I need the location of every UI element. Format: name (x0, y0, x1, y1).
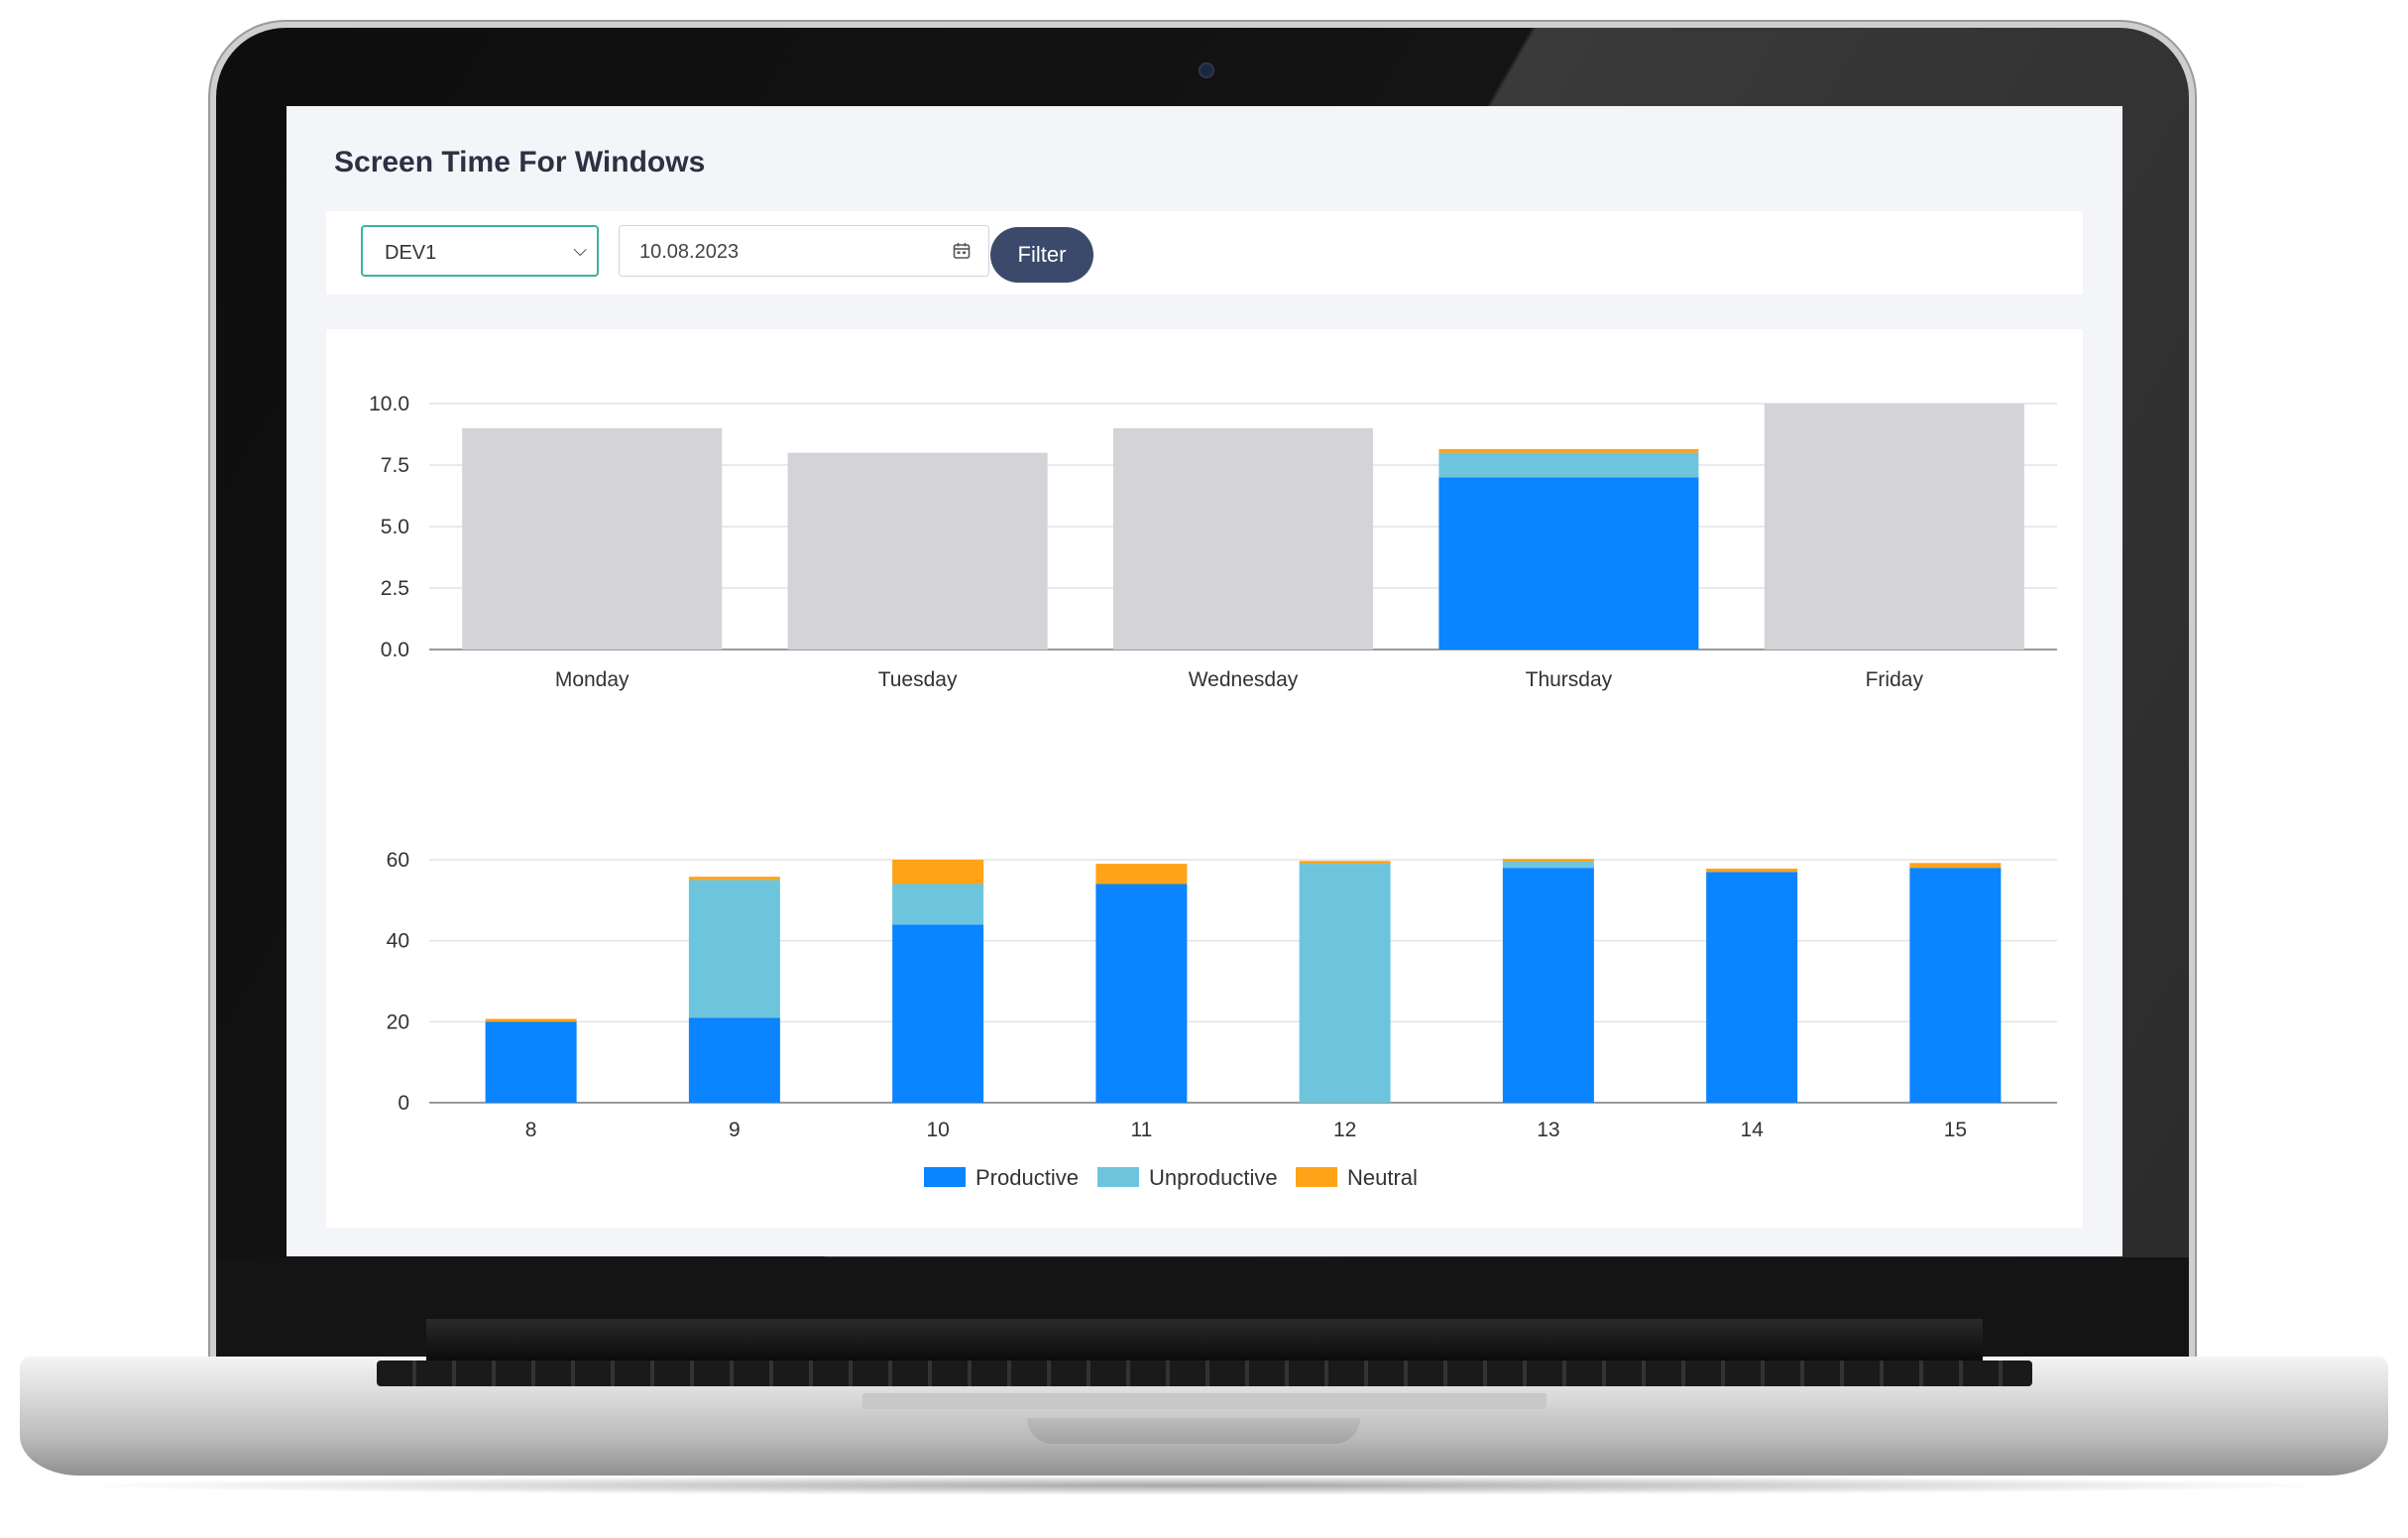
hourly-bar-unproductive (1299, 864, 1391, 1103)
hourly-bar-neutral (688, 877, 780, 881)
weekly-ytick-label: 0.0 (381, 639, 409, 661)
chart-card: 0.0 2.5 5.0 7.5 10.0 Monday Tuesday Wednesday Th… (326, 329, 2083, 1228)
weekly-xtick-label: Tuesday (878, 668, 958, 691)
hourly-bar-neutral (1706, 868, 1798, 873)
hourly-bar-neutral (1095, 864, 1188, 885)
hourly-ytick-label: 20 (387, 1010, 409, 1033)
hourly-xtick-label: 10 (926, 1119, 949, 1141)
hourly-xtick-label: 8 (525, 1119, 537, 1141)
charts-canvas: 0.0 2.5 5.0 7.5 10.0 Monday Tuesday Wednesday Th… (369, 393, 2057, 1190)
hourly-bar-unproductive (1502, 862, 1594, 869)
page-title: Screen Time For Windows (334, 146, 706, 178)
trackpad (862, 1393, 1547, 1409)
laptop-hinge (426, 1319, 1983, 1361)
hourly-bar-neutral (892, 860, 984, 885)
weekly-xtick-label: Wednesday (1189, 668, 1299, 691)
hourly-xtick-label: 14 (1740, 1119, 1764, 1141)
hourly-bar-unproductive (892, 884, 984, 925)
hourly-bar-neutral (1299, 861, 1391, 865)
weekly-xtick-label: Monday (555, 668, 630, 691)
weekly-bar-unproductive (1438, 452, 1699, 478)
hourly-xtick-label: 13 (1537, 1119, 1559, 1141)
calendar-icon[interactable] (953, 242, 971, 260)
weekly-ytick-label: 10.0 (369, 393, 409, 415)
hourly-bar-productive (892, 924, 984, 1103)
hourly-bar-neutral (1909, 863, 2002, 869)
hourly-bar-productive (1095, 884, 1188, 1103)
hourly-bar-productive (485, 1021, 577, 1103)
device-select-value: DEV1 (385, 242, 437, 264)
filter-button[interactable]: Filter (990, 227, 1093, 283)
legend-swatch-unproductive (1097, 1167, 1139, 1187)
legend-label-neutral: Neutral (1347, 1165, 1418, 1190)
hourly-xtick-label: 11 (1130, 1119, 1152, 1141)
weekly-ytick-label: 5.0 (381, 516, 409, 538)
hourly-bar-unproductive (688, 880, 780, 1018)
hourly-bar-productive (1502, 868, 1594, 1103)
hourly-bar-productive (1706, 872, 1798, 1103)
weekly-ytick-label: 2.5 (381, 577, 409, 600)
weekly-bar-total (462, 427, 723, 650)
chevron-down-icon: ⌵ (573, 240, 587, 260)
weekly-xtick-label: Friday (1866, 668, 1924, 691)
weekly-bar-total (1113, 427, 1373, 650)
device-select[interactable]: DEV1 ⌵ (361, 225, 599, 277)
hourly-ytick-label: 0 (398, 1092, 409, 1115)
weekly-ytick-label: 7.5 (381, 454, 409, 477)
hourly-bar-neutral (485, 1018, 577, 1022)
hourly-ytick-label: 40 (387, 930, 409, 953)
hourly-xtick-label: 9 (729, 1119, 741, 1141)
keyboard (377, 1361, 2032, 1386)
legend-label-productive: Productive (975, 1165, 1079, 1190)
date-input-value: 10.08.2023 (639, 241, 740, 263)
weekly-bar-productive (1438, 477, 1699, 650)
hourly-bar-neutral (1502, 859, 1594, 863)
hourly-bar-productive (688, 1017, 780, 1103)
hourly-ytick-label: 60 (387, 849, 409, 872)
weekly-xtick-label: Thursday (1526, 668, 1613, 691)
laptop-notch (1027, 1418, 1360, 1444)
date-input[interactable]: 10.08.2023 (619, 225, 989, 277)
hourly-xtick-label: 12 (1333, 1119, 1356, 1141)
hourly-bar-productive (1909, 868, 2002, 1103)
laptop-shadow (59, 1476, 2349, 1495)
webcam-icon (1199, 62, 1214, 78)
legend-swatch-productive (924, 1167, 966, 1187)
legend-swatch-neutral (1296, 1167, 1337, 1187)
weekly-chart: 0.0 2.5 5.0 7.5 10.0 Monday Tuesday Wednesday Th… (369, 393, 2057, 691)
screen: Screen Time For Windows DEV1 ⌵ 10.08.202… (287, 106, 2122, 1256)
hourly-chart: 0 20 40 60 8 9 10 11 12 13 14 15 Productive Unproduct… (387, 849, 2057, 1190)
weekly-bar-total (1764, 404, 2024, 650)
hourly-xtick-label: 15 (1944, 1119, 1967, 1141)
weekly-bar-neutral (1438, 448, 1699, 453)
filter-bar: DEV1 ⌵ 10.08.2023 (326, 211, 2083, 295)
weekly-bar-total (787, 452, 1048, 650)
legend-label-unproductive: Unproductive (1149, 1165, 1278, 1190)
legend: Productive Unproductive Neutral (924, 1165, 1418, 1190)
